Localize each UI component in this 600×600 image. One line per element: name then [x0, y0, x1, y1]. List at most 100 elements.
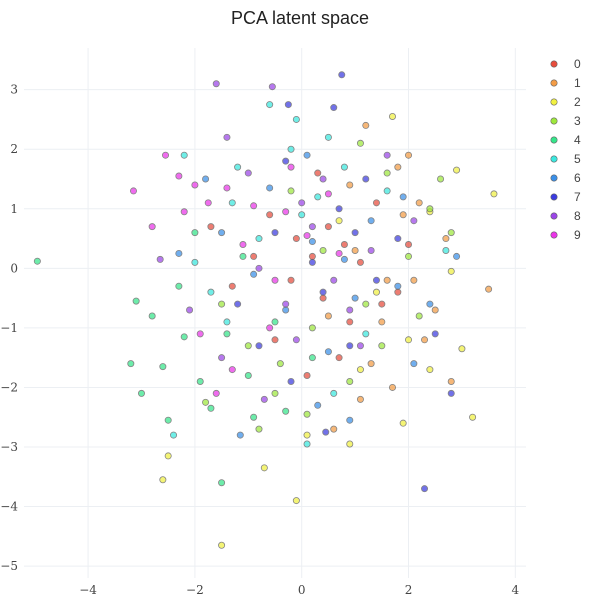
points-layer: [33, 71, 498, 549]
scatter-point-5-2: [292, 115, 300, 123]
scatter-point-6-8: [308, 238, 316, 246]
scatter-point-5-7: [228, 199, 236, 207]
scatter-point-7-4: [447, 389, 455, 397]
scatter-point-2-4: [469, 413, 477, 421]
legend-label: 4: [574, 133, 581, 147]
scatter-point-0-9: [346, 318, 354, 326]
scatter-point-8-3: [156, 255, 164, 263]
scatter-point-0-4: [340, 241, 348, 249]
scatter-point-7-14: [234, 300, 242, 308]
scatter-point-3-0: [356, 139, 364, 147]
scatter-point-3-18: [447, 229, 455, 237]
legend-marker: [550, 193, 558, 201]
scatter-point-1-18: [405, 151, 413, 159]
scatter-point-8-9: [346, 306, 354, 314]
scatter-point-7-11: [335, 205, 343, 213]
scatter-point-0-10: [378, 300, 386, 308]
legend-item-5: 5: [550, 152, 581, 166]
scatter-point-1-2: [415, 199, 423, 207]
scatter-point-4-2: [137, 389, 145, 397]
scatter-point-1-17: [351, 246, 359, 254]
scatter-point-6-6: [218, 229, 226, 237]
grid-layer: [24, 48, 526, 578]
y-tick-label: −2: [0, 380, 18, 394]
scatter-point-5-17: [223, 318, 231, 326]
scatter-point-1-16: [324, 312, 332, 320]
scatter-point-5-5: [170, 431, 178, 439]
scatter-point-8-5: [255, 264, 263, 272]
scatter-point-3-3: [378, 342, 386, 350]
scatter-point-1-11: [399, 211, 407, 219]
scatter-point-6-19: [351, 294, 359, 302]
scatter-point-9-13: [148, 223, 156, 231]
scatter-point-2-16: [447, 267, 455, 275]
scatter-point-0-14: [394, 288, 402, 296]
scatter-point-9-3: [191, 181, 199, 189]
scatter-point-7-7: [346, 342, 354, 350]
scatter-point-7-15: [255, 342, 263, 350]
scatter-point-5-9: [314, 193, 322, 201]
x-tick-label: 4: [511, 583, 519, 597]
scatter-point-6-18: [202, 175, 210, 183]
scatter-point-0-19: [287, 276, 295, 284]
scatter-point-2-13: [372, 288, 380, 296]
scatter-point-5-4: [234, 163, 242, 171]
scatter-point-3-4: [415, 312, 423, 320]
scatter-point-9-1: [162, 151, 170, 159]
legend-label: 0: [574, 57, 581, 71]
scatter-point-0-18: [314, 169, 322, 177]
legend-label: 2: [574, 95, 581, 109]
scatter-point-3-9: [271, 389, 279, 397]
scatter-point-2-11: [346, 440, 354, 448]
scatter-point-8-11: [260, 395, 268, 403]
scatter-point-2-14: [335, 217, 343, 225]
scatter-point-9-14: [287, 163, 295, 171]
scatter-point-5-14: [340, 163, 348, 171]
scatter-point-8-14: [186, 306, 194, 314]
scatter-point-6-9: [340, 255, 348, 263]
legend-item-2: 2: [550, 95, 581, 109]
scatter-point-9-12: [266, 324, 274, 332]
scatter-point-7-17: [351, 229, 359, 237]
scatter-point-2-19: [356, 366, 364, 374]
scatter-point-5-0: [180, 151, 188, 159]
scatter-point-6-0: [236, 431, 244, 439]
legend-item-8: 8: [550, 209, 581, 223]
chart-title: PCA latent space: [231, 8, 369, 28]
scatter-point-8-0: [212, 80, 220, 88]
scatter-point-3-12: [303, 410, 311, 418]
legend-label: 1: [574, 76, 581, 90]
legend-item-0: 0: [550, 57, 581, 71]
scatter-point-4-5: [218, 479, 226, 487]
scatter-point-3-6: [276, 360, 284, 368]
legend-item-1: 1: [550, 76, 581, 90]
scatter-point-1-7: [356, 395, 364, 403]
legend-item-3: 3: [550, 114, 581, 128]
legend-marker: [550, 60, 558, 68]
scatter-point-6-14: [399, 193, 407, 201]
scatter-point-4-18: [239, 252, 247, 260]
scatter-point-7-5: [322, 428, 330, 436]
scatter-point-8-17: [244, 169, 252, 177]
scatter-point-1-13: [431, 306, 439, 314]
scatter-point-2-0: [490, 190, 498, 198]
scatter-point-5-12: [383, 187, 391, 195]
scatter-point-5-6: [303, 440, 311, 448]
scatter-point-4-0: [33, 257, 41, 265]
scatter-point-9-5: [223, 184, 231, 192]
scatter-point-6-16: [303, 151, 311, 159]
scatter-point-7-3: [421, 485, 429, 493]
scatter-point-4-12: [175, 282, 183, 290]
scatter-point-3-19: [218, 300, 226, 308]
scatter-point-9-7: [282, 208, 290, 216]
scatter-point-8-1: [268, 83, 276, 91]
scatter-point-2-10: [260, 464, 268, 472]
scatter-point-1-6: [388, 383, 396, 391]
scatter-point-7-1: [284, 101, 292, 109]
y-tick-label: −5: [0, 559, 18, 573]
y-tick-label: 3: [10, 83, 18, 97]
scatter-point-6-12: [282, 306, 290, 314]
scatter-point-9-15: [324, 190, 332, 198]
